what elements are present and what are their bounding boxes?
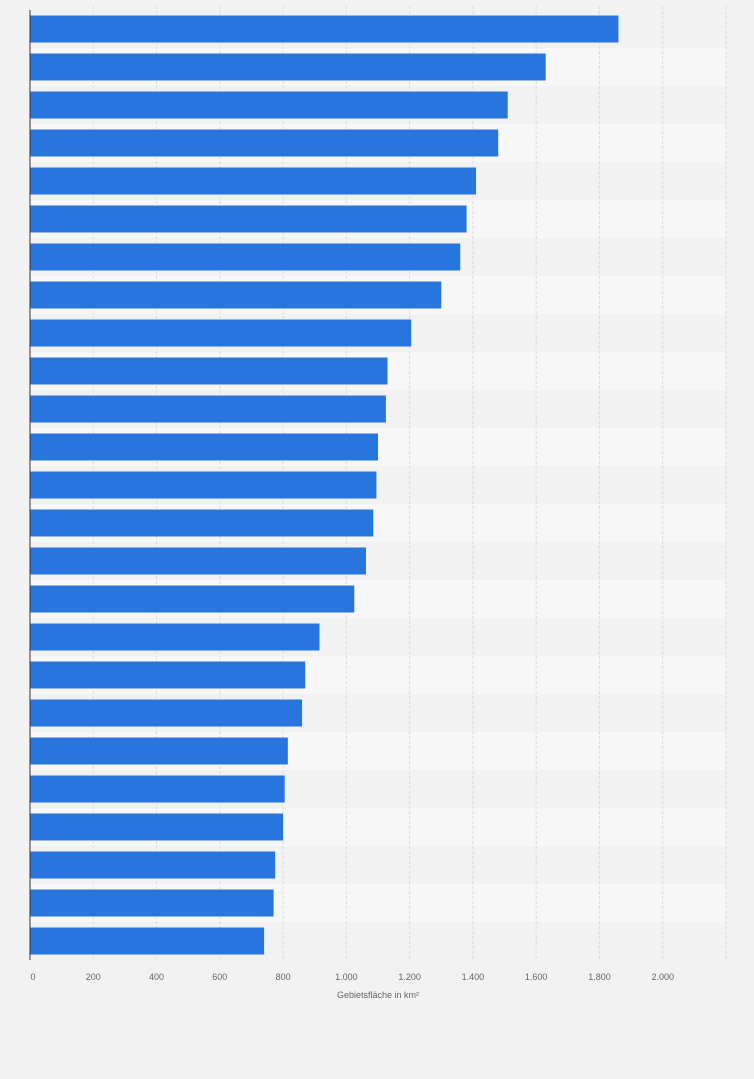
bar[interactable] [30,509,374,537]
bar[interactable] [30,281,442,309]
x-axis-title: Gebietsfläche in km² [337,990,419,1000]
x-axis-ticks: 0 200 400 600 800 1.000 1.200 1.400 1.600 1.800 2.… [30,972,674,982]
x-tick-label: 0 [30,972,35,982]
bar[interactable] [30,15,619,43]
bar[interactable] [30,889,274,917]
bar[interactable] [30,129,499,157]
bar[interactable] [30,91,508,119]
x-tick-label: 1.200 [398,972,421,982]
bar[interactable] [30,699,303,727]
bar[interactable] [30,471,377,499]
bar[interactable] [30,433,378,461]
bar[interactable] [30,737,288,765]
bar[interactable] [30,205,467,233]
x-tick-label: 800 [276,972,291,982]
bar[interactable] [30,585,355,613]
x-tick-label: 200 [86,972,101,982]
bar[interactable] [30,243,461,271]
bar[interactable] [30,547,366,575]
bar[interactable] [30,395,386,423]
x-tick-label: 1.800 [588,972,611,982]
bar[interactable] [30,927,265,955]
bar[interactable] [30,53,546,81]
x-tick-label: 400 [149,972,164,982]
x-tick-label: 1.600 [525,972,548,982]
x-tick-label: 600 [212,972,227,982]
x-tick-label: 2.000 [651,972,674,982]
bar[interactable] [30,661,306,689]
bar[interactable] [30,623,320,651]
bar[interactable] [30,167,477,195]
x-tick-label: 1.400 [462,972,485,982]
bar[interactable] [30,775,285,803]
x-tick-label: 1.000 [335,972,358,982]
bar[interactable] [30,813,284,841]
bar[interactable] [30,357,388,385]
bar[interactable] [30,319,412,347]
bar[interactable] [30,851,276,879]
bars [30,15,619,955]
